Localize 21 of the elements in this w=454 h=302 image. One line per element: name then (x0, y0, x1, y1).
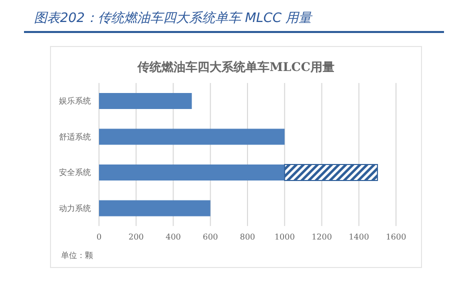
x-tick-label: 600 (202, 232, 218, 242)
y-tick-label: 舒适系统 (59, 132, 91, 142)
y-tick-label: 安全系统 (59, 168, 91, 178)
chart-subtitle: 传统燃油车四大系统单车MLCC用量 (136, 59, 336, 76)
y-tick-label: 动力系统 (59, 204, 91, 213)
x-tick-label: 1400 (348, 232, 370, 242)
bar (99, 93, 192, 110)
x-tick-label: 1000 (274, 232, 295, 242)
x-tick-label: 1600 (386, 232, 406, 242)
bar (99, 164, 285, 181)
bar (99, 128, 285, 145)
x-tick-label: 200 (128, 232, 144, 242)
x-tick-label: 0 (96, 232, 102, 242)
x-tick-label: 800 (240, 232, 256, 242)
x-tick-label: 400 (166, 232, 181, 242)
chart-title: 图表202：传统燃油车四大系统单车 MLCC 用量 (34, 10, 312, 27)
x-tick-label: 1200 (312, 232, 332, 242)
text: 单位：颗 (61, 250, 93, 261)
y-tick-label: 娱乐系统 (59, 96, 91, 106)
bar (99, 200, 210, 216)
bar (284, 164, 378, 182)
